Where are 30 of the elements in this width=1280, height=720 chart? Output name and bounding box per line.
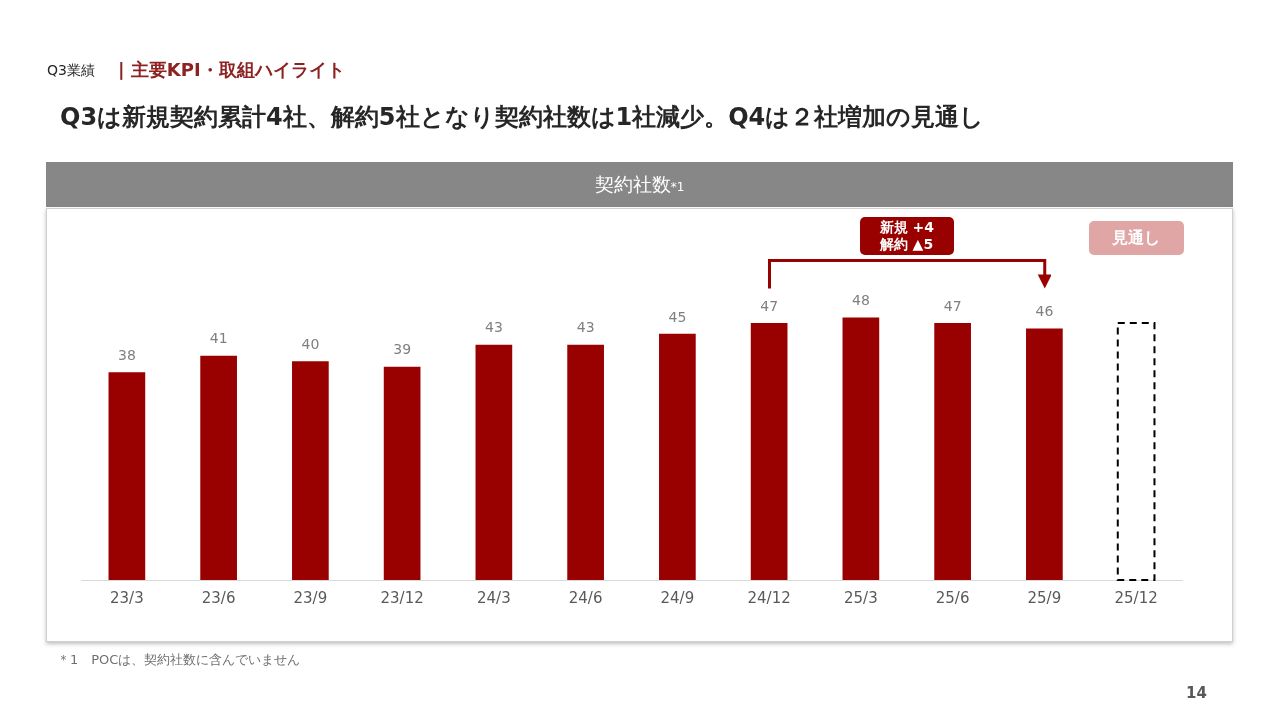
x-tick-label: 23/12 <box>380 588 424 607</box>
x-tick-label: 24/9 <box>660 588 695 607</box>
data-label: 41 <box>209 330 228 347</box>
x-tick-label: 25/3 <box>844 588 878 607</box>
data-label: 46 <box>1035 303 1054 320</box>
text: | 主要KPI・取組ハイライト <box>118 58 345 82</box>
x-tick-label: 24/12 <box>747 588 791 607</box>
x-tick-label: 25/12 <box>1114 588 1158 607</box>
data-label: 40 <box>301 335 320 352</box>
x-tick-label: 23/9 <box>293 588 328 607</box>
data-label: 43 <box>484 319 503 336</box>
data-label: 47 <box>943 297 962 314</box>
text: 14 <box>1186 684 1207 702</box>
data-label: 47 <box>760 297 779 314</box>
x-tick-label: 25/9 <box>1027 588 1062 607</box>
text: Q3業績 <box>47 62 95 80</box>
x-tick-label: 23/3 <box>110 588 144 607</box>
data-label: 38 <box>117 346 136 363</box>
data-label: 45 <box>668 308 687 325</box>
x-tick-label: 23/6 <box>201 588 236 607</box>
data-label: 48 <box>851 292 870 309</box>
data-label: 39 <box>393 341 412 358</box>
text: ＊1 POCは、契約社数に含んでいません <box>57 651 301 669</box>
data-label: 43 <box>576 319 595 336</box>
x-tick-label: 24/3 <box>477 588 511 607</box>
x-tick-label: 24/6 <box>568 588 603 607</box>
x-tick-label: 25/6 <box>935 588 970 607</box>
text: 新規 +4 解約 ▲5 <box>859 216 955 255</box>
text: 見通し <box>1088 220 1184 255</box>
chart-title: Q3は新規契約累計4社、解約5社となり契約社数は1社減少。Q4は２社増加の見通し <box>60 102 985 133</box>
